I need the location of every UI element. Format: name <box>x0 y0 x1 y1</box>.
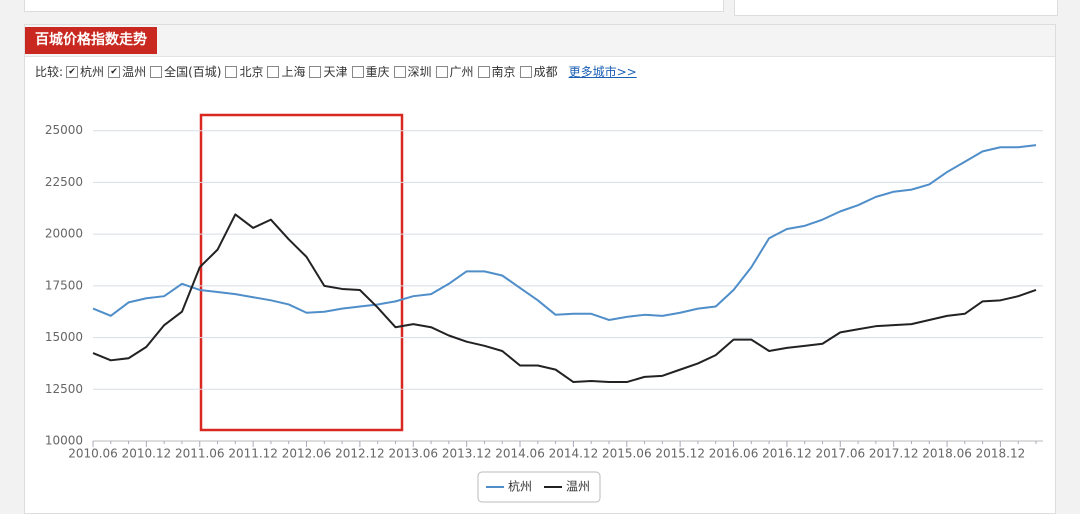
legend-box <box>477 471 601 503</box>
checkbox[interactable] <box>309 65 322 78</box>
checkbox[interactable] <box>150 65 163 78</box>
option-label[interactable]: 广州 <box>449 65 474 79</box>
option[interactable]: ✔ 温州 <box>105 63 146 80</box>
highlight-box <box>199 113 404 432</box>
top-panel <box>734 0 1058 16</box>
panel-title: 百城价格指数走势 <box>25 27 157 54</box>
x-tick-label: 2014.06 <box>495 447 545 461</box>
top-panel <box>24 0 724 12</box>
compare-label: 比较: <box>35 65 64 79</box>
legend-label: 杭州 <box>508 479 532 494</box>
checkbox[interactable] <box>435 65 448 78</box>
x-tick-label: 2010.06 <box>68 447 118 461</box>
y-tick-label: 25000 <box>45 123 83 137</box>
x-tick-label: 2014.12 <box>549 447 599 461</box>
x-tick-label: 2017.12 <box>869 447 919 461</box>
y-tick-label: 22500 <box>45 175 83 189</box>
option[interactable]: 上海 <box>264 63 305 80</box>
option[interactable]: 南京 <box>475 63 516 80</box>
y-tick-label: 15000 <box>45 330 83 344</box>
option[interactable]: 深圳 <box>391 63 432 80</box>
checkbox[interactable] <box>393 65 406 78</box>
x-tick-label: 2011.12 <box>228 447 278 461</box>
option[interactable]: 全国(百城) <box>147 63 221 80</box>
legend-label: 温州 <box>566 480 590 494</box>
checkbox[interactable] <box>267 65 280 78</box>
x-tick-label: 2016.12 <box>762 447 812 461</box>
series-line <box>92 213 1037 384</box>
option-label[interactable]: 温州 <box>122 65 147 79</box>
option[interactable]: 重庆 <box>349 63 390 80</box>
x-tick-label: 2016.06 <box>709 447 759 461</box>
option-label[interactable]: 上海 <box>281 65 306 79</box>
option-label[interactable]: 深圳 <box>407 65 432 79</box>
x-tick-label: 2015.12 <box>655 447 705 461</box>
x-tick-label: 2015.06 <box>602 447 652 461</box>
option[interactable]: 成都 <box>517 63 558 80</box>
y-tick-label: 12500 <box>45 382 83 396</box>
x-tick-label: 2012.12 <box>335 447 385 461</box>
x-tick-label: 2010.12 <box>122 447 172 461</box>
x-tick-label: 2018.12 <box>976 447 1026 461</box>
y-tick-label: 10000 <box>45 434 83 448</box>
checkbox[interactable] <box>225 65 238 78</box>
more-link[interactable]: 更多城市>> <box>568 65 637 79</box>
option-label[interactable]: 成都 <box>533 65 558 79</box>
x-tick-label: 2011.06 <box>175 447 225 461</box>
series-line <box>92 144 1037 321</box>
chart-panel: 百城价格指数走势 比较: ✔ 杭州 ✔ 温州 全国(百城) 北京 上海 天津 重庆 深圳 广州 南京成… <box>24 24 1056 514</box>
compare-row: 比较: ✔ 杭州 ✔ 温州 全国(百城) 北京 上海 天津 重庆 深圳 广州 南京 成都 更多城市>> <box>35 63 637 80</box>
x-tick-label: 2017.06 <box>815 447 865 461</box>
checkbox[interactable] <box>351 65 364 78</box>
option-label[interactable]: 重庆 <box>365 65 390 79</box>
x-tick-label: 2018.06 <box>922 447 972 461</box>
option-label[interactable]: 北京 <box>239 65 264 79</box>
x-tick-label: 2013.12 <box>442 447 492 461</box>
checkbox[interactable]: ✔ <box>66 65 79 78</box>
y-tick-label: 20000 <box>45 227 83 241</box>
option-label[interactable]: 杭州 <box>80 65 105 79</box>
option-label[interactable]: 全国(百城) <box>164 65 222 79</box>
option-label[interactable]: 天津 <box>323 65 348 79</box>
panel-header: 百城价格指数走势 <box>25 25 1055 57</box>
x-tick-label: 2012.06 <box>282 447 332 461</box>
option[interactable]: ✔ 杭州 <box>63 63 104 80</box>
option[interactable]: 北京 <box>222 63 263 80</box>
option-label[interactable]: 南京 <box>491 65 516 79</box>
checkbox[interactable]: ✔ <box>108 65 121 78</box>
checkbox[interactable] <box>477 65 490 78</box>
option[interactable]: 广州 <box>433 63 474 80</box>
x-tick-label: 2013.06 <box>388 447 438 461</box>
y-tick-label: 17500 <box>45 278 83 292</box>
option[interactable]: 天津 <box>306 63 348 80</box>
checkbox[interactable] <box>519 65 532 78</box>
